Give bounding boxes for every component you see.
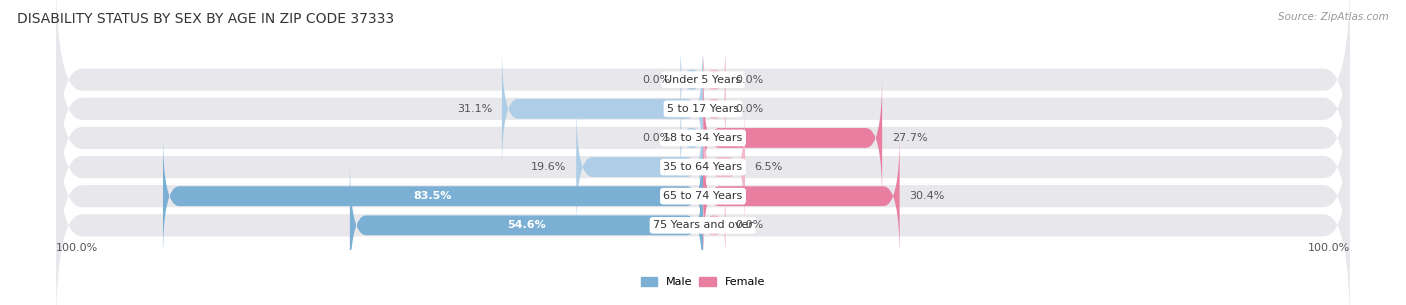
Text: 0.0%: 0.0% xyxy=(643,133,671,143)
FancyBboxPatch shape xyxy=(56,32,1350,243)
FancyBboxPatch shape xyxy=(703,192,725,259)
Text: 6.5%: 6.5% xyxy=(755,162,783,172)
FancyBboxPatch shape xyxy=(502,46,703,172)
Text: 27.7%: 27.7% xyxy=(891,133,928,143)
FancyBboxPatch shape xyxy=(703,46,725,113)
Text: 0.0%: 0.0% xyxy=(735,104,763,114)
Text: 83.5%: 83.5% xyxy=(413,191,453,201)
FancyBboxPatch shape xyxy=(350,162,703,288)
Text: 5 to 17 Years: 5 to 17 Years xyxy=(666,104,740,114)
FancyBboxPatch shape xyxy=(56,62,1350,273)
FancyBboxPatch shape xyxy=(576,104,703,230)
Text: 19.6%: 19.6% xyxy=(531,162,567,172)
FancyBboxPatch shape xyxy=(163,133,703,259)
Text: 0.0%: 0.0% xyxy=(643,75,671,85)
Text: DISABILITY STATUS BY SEX BY AGE IN ZIP CODE 37333: DISABILITY STATUS BY SEX BY AGE IN ZIP C… xyxy=(17,12,394,26)
Text: 0.0%: 0.0% xyxy=(735,220,763,230)
Legend: Male, Female: Male, Female xyxy=(641,277,765,288)
FancyBboxPatch shape xyxy=(56,0,1350,185)
Text: 100.0%: 100.0% xyxy=(56,243,98,253)
FancyBboxPatch shape xyxy=(681,46,703,113)
Text: Under 5 Years: Under 5 Years xyxy=(665,75,741,85)
FancyBboxPatch shape xyxy=(56,91,1350,302)
FancyBboxPatch shape xyxy=(703,104,745,230)
FancyBboxPatch shape xyxy=(703,75,725,143)
FancyBboxPatch shape xyxy=(56,3,1350,214)
Text: 65 to 74 Years: 65 to 74 Years xyxy=(664,191,742,201)
Text: 30.4%: 30.4% xyxy=(910,191,945,201)
Text: Source: ZipAtlas.com: Source: ZipAtlas.com xyxy=(1278,12,1389,22)
Text: 18 to 34 Years: 18 to 34 Years xyxy=(664,133,742,143)
Text: 100.0%: 100.0% xyxy=(1308,243,1350,253)
FancyBboxPatch shape xyxy=(703,133,900,259)
FancyBboxPatch shape xyxy=(681,104,703,172)
Text: 54.6%: 54.6% xyxy=(508,220,546,230)
Text: 35 to 64 Years: 35 to 64 Years xyxy=(664,162,742,172)
Text: 0.0%: 0.0% xyxy=(735,75,763,85)
Text: 75 Years and over: 75 Years and over xyxy=(652,220,754,230)
FancyBboxPatch shape xyxy=(703,75,882,201)
Text: 31.1%: 31.1% xyxy=(457,104,492,114)
FancyBboxPatch shape xyxy=(56,120,1350,305)
